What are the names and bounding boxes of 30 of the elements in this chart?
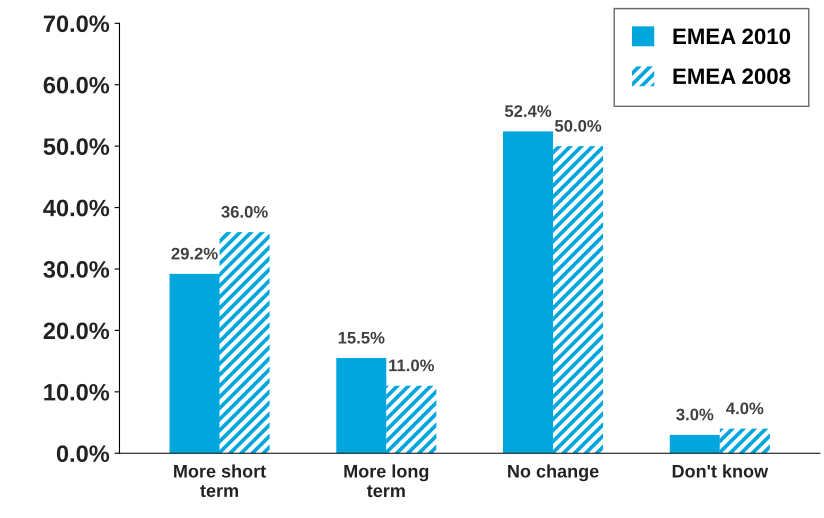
data-label: 3.0% bbox=[676, 408, 714, 420]
x-tick-label: No change bbox=[508, 464, 599, 482]
x-tick-label: Don't know bbox=[672, 464, 768, 478]
x-tick-label: More long term bbox=[344, 464, 428, 498]
data-label: 36.0% bbox=[221, 206, 268, 218]
y-tick-label: 60.0% bbox=[44, 76, 110, 94]
data-label: 52.4% bbox=[504, 105, 552, 118]
y-tick-label: 20.0% bbox=[44, 322, 110, 340]
bar bbox=[386, 386, 436, 454]
legend-label: EMEA 2008 bbox=[674, 68, 790, 84]
data-label: 11.0% bbox=[389, 359, 434, 372]
data-label: 15.5% bbox=[338, 332, 384, 344]
data-label: 50.0% bbox=[554, 120, 602, 132]
y-tick-label: 10.0% bbox=[44, 384, 110, 401]
y-tick-label: 30.0% bbox=[43, 261, 110, 278]
y-tick-label: 40.0% bbox=[43, 200, 110, 216]
legend-label: EMEA 2010 bbox=[674, 28, 790, 44]
bar bbox=[553, 146, 604, 454]
bar bbox=[503, 131, 554, 454]
y-tick-label: 50.0% bbox=[44, 138, 110, 155]
bar bbox=[170, 274, 220, 454]
y-tick-label: 70.0% bbox=[44, 15, 110, 32]
data-label: 4.0% bbox=[726, 402, 764, 414]
bar bbox=[670, 434, 720, 454]
data-label: 29.2% bbox=[171, 248, 218, 260]
bar bbox=[336, 358, 386, 454]
bar bbox=[220, 232, 270, 454]
x-tick-label: More short term bbox=[174, 464, 266, 498]
bar bbox=[720, 428, 770, 454]
y-tick-label: 0.0% bbox=[56, 445, 110, 462]
